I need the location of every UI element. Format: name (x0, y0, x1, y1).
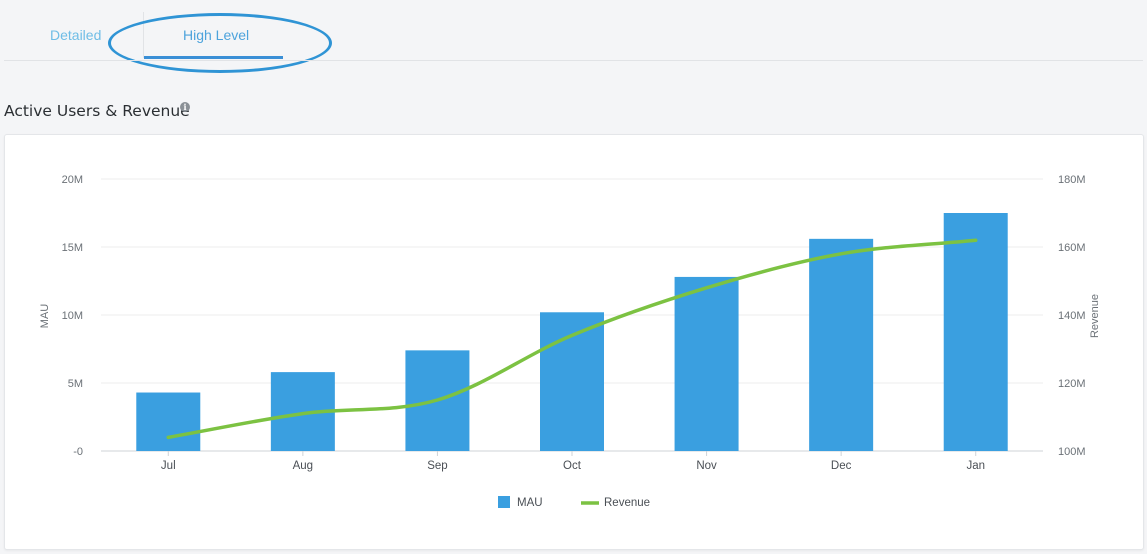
x-tick-label: Aug (293, 460, 313, 472)
y-axis-left-label: MAU (39, 304, 51, 329)
y-tick-label-left: 15M (62, 242, 83, 254)
tab-bar: Detailed High Level (0, 0, 1147, 73)
y-tick-label-right: 120M (1058, 378, 1086, 390)
x-tick-label: Dec (831, 460, 852, 472)
legend-swatch-mau (498, 496, 510, 508)
info-icon[interactable]: i (180, 102, 190, 112)
x-tick-label: Jul (161, 460, 176, 472)
legend-label-revenue: Revenue (604, 497, 650, 509)
y-tick-label-left: 5M (68, 378, 83, 390)
x-tick-label: Oct (563, 460, 582, 472)
tabs-divider (4, 60, 1143, 61)
bar-mau-nov (674, 276, 739, 451)
y-axis-right-label: Revenue (1089, 294, 1101, 338)
chart-card: -0 5M 10M 15M 20M 100M 120M 140M 160M 180M Jul Au… (4, 134, 1144, 550)
y-tick-label-right: 140M (1058, 310, 1086, 322)
active-users-revenue-chart: -0 5M 10M 15M 20M 100M 120M 140M 160M 180M Jul Au… (39, 174, 1101, 509)
bar-mau-oct (540, 312, 604, 451)
revenue-line (166, 238, 978, 440)
x-tick-label: Sep (427, 460, 447, 472)
x-axis-ticks: Jul Aug Sep Oct Nov Dec Jan (161, 451, 985, 472)
x-tick-label: Jan (966, 460, 985, 472)
chart-legend: MAU Revenue (498, 496, 650, 509)
y-tick-label-right: 160M (1058, 242, 1086, 254)
bar-mau-dec (809, 238, 874, 451)
y-tick-label-right: 100M (1058, 446, 1086, 458)
y-axis-left-ticks: -0 5M 10M 15M 20M (62, 174, 83, 458)
line-series-revenue (166, 238, 978, 440)
highlight-annotation-circle (108, 13, 332, 73)
y-tick-label-left: 10M (62, 310, 83, 322)
bar-mau-jan (943, 213, 1008, 451)
tab-detailed[interactable]: Detailed (50, 27, 102, 43)
legend-label-mau: MAU (517, 497, 543, 509)
y-tick-label-left: -0 (73, 446, 83, 458)
section-title: Active Users & Revenue (4, 102, 190, 120)
y-tick-label-right: 180M (1058, 174, 1086, 186)
bar-mau-jul (136, 392, 201, 451)
y-axis-right-ticks: 100M 120M 140M 160M 180M (1058, 174, 1086, 458)
y-tick-label-left: 20M (62, 174, 83, 186)
x-tick-label: Nov (696, 460, 717, 472)
